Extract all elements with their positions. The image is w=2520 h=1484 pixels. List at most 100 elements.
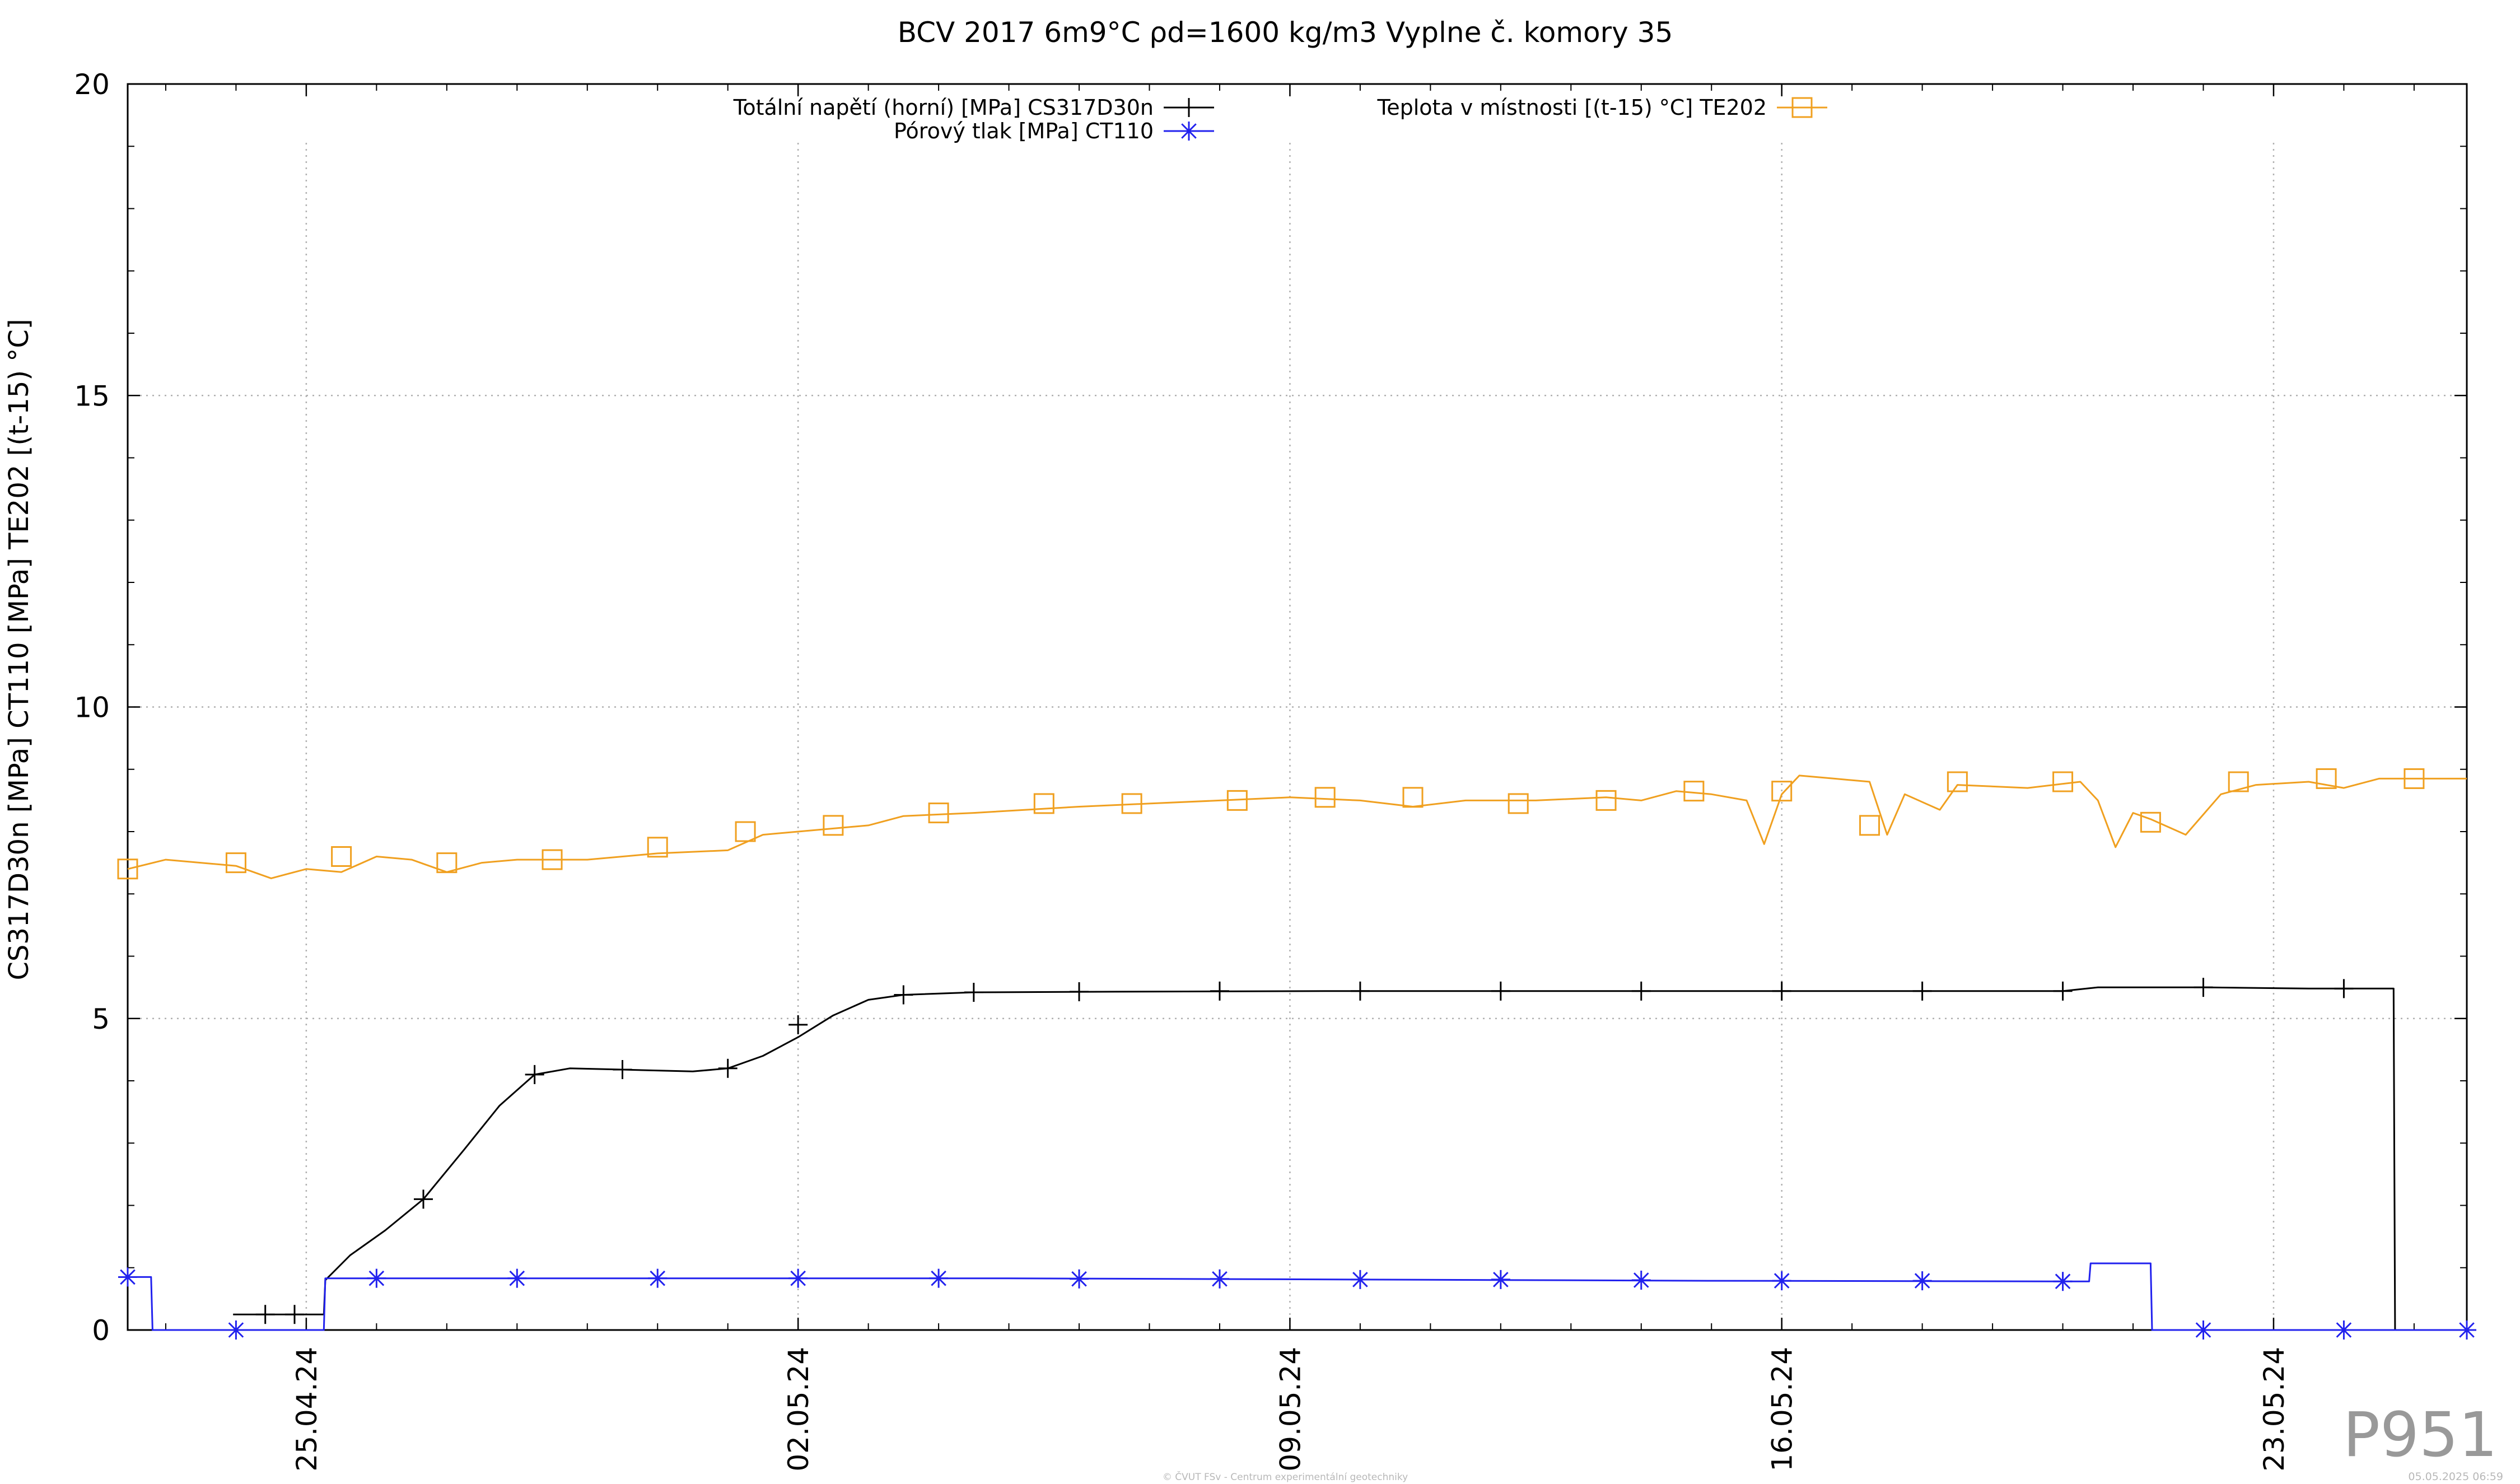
data-point	[1121, 793, 1142, 814]
legend-item: Totální napětí (horní) [MPa] CS317D30n	[733, 95, 1214, 120]
data-point	[525, 1065, 544, 1084]
data-point	[1772, 1271, 1791, 1291]
legend-label: Pórový tlak [MPa] CT110	[894, 119, 1154, 143]
marker-star-d2	[1071, 1271, 1087, 1287]
data-point	[1508, 793, 1529, 814]
series-2	[117, 768, 2467, 880]
series-layer	[117, 768, 2476, 1340]
data-point	[1772, 981, 1791, 1001]
data-point	[788, 1268, 808, 1288]
legend-swatch-marker	[1791, 97, 1813, 118]
data-point	[1912, 981, 1932, 1001]
marker-star-d2	[1181, 123, 1197, 139]
legend-label: Teplota v místnosti [(t-15) °C] TE202	[1376, 95, 1767, 120]
data-point	[1210, 981, 1229, 1001]
data-point	[507, 1268, 527, 1288]
data-point	[1947, 771, 1968, 792]
legend-item: Pórový tlak [MPa] CT110	[894, 119, 1214, 143]
data-point	[2053, 981, 2073, 1001]
series-1	[118, 1262, 2476, 1340]
data-point	[436, 852, 458, 874]
data-point	[735, 821, 756, 842]
marker-star-d2	[2459, 1322, 2475, 1338]
data-point	[1912, 1271, 1932, 1291]
grid	[128, 143, 2467, 1330]
data-point	[2404, 768, 2425, 789]
data-point	[1350, 981, 1370, 1001]
data-point	[542, 849, 563, 870]
y-tick-label: 20	[74, 68, 110, 101]
x-tick-label: 23.05.24	[2258, 1347, 2290, 1472]
data-point	[2194, 1320, 2213, 1340]
data-point	[225, 852, 246, 874]
data-point	[2053, 1272, 2073, 1291]
data-point	[1683, 781, 1705, 802]
x-tick-label: 25.04.24	[291, 1347, 323, 1472]
data-point	[1033, 793, 1054, 814]
series-line	[233, 986, 2467, 1331]
marker-star-d2	[1774, 1273, 1790, 1289]
x-tick-label: 02.05.24	[782, 1347, 815, 1472]
legend: Totální napětí (horní) [MPa] CS317D30nPó…	[733, 95, 1827, 143]
chart-title: BCV 2017 6m9°C ρd=1600 kg/m3 Vyplne č. k…	[898, 16, 1673, 49]
series-line	[128, 1262, 2467, 1331]
data-point	[613, 1060, 632, 1079]
marker-star-d2	[1633, 1272, 1649, 1288]
data-point	[414, 1189, 433, 1209]
marker-star-d2	[368, 1270, 385, 1286]
marker-star-d2	[1914, 1273, 1930, 1289]
marker-star-d2	[1212, 1271, 1228, 1287]
data-point	[1210, 1269, 1229, 1289]
marker-star-d2	[650, 1270, 666, 1286]
data-point	[648, 1268, 668, 1288]
data-point	[284, 1305, 304, 1324]
legend-swatch-marker	[1179, 98, 1198, 117]
data-point	[1314, 787, 1336, 808]
marker-star-d2	[790, 1270, 806, 1286]
marker-star-d2	[931, 1270, 946, 1286]
data-point	[331, 846, 352, 867]
data-point	[1070, 1269, 1089, 1289]
footer-date: 05.05.2025 06:59	[2408, 1471, 2503, 1483]
data-point	[823, 815, 844, 836]
data-point	[1350, 1270, 1370, 1289]
marker-star-d2	[2336, 1322, 2352, 1338]
data-point	[1631, 981, 1651, 1001]
plot-border	[127, 83, 2468, 1331]
data-point	[718, 1058, 738, 1078]
data-point	[1859, 815, 1880, 836]
data-point	[1491, 1270, 1510, 1289]
legend-swatch-marker	[1179, 122, 1198, 141]
data-point	[894, 985, 913, 1005]
data-point	[1595, 790, 1617, 811]
y-tick-label: 15	[74, 380, 110, 412]
data-point	[2052, 771, 2074, 792]
data-point	[117, 858, 138, 880]
series-line	[127, 774, 2467, 879]
data-point	[1402, 787, 1424, 808]
footer-credit: © ČVUT FSv - Centrum experimentální geot…	[1163, 1471, 1408, 1483]
data-point	[255, 1305, 275, 1324]
data-point	[964, 983, 983, 1002]
data-point	[2334, 1320, 2354, 1340]
marker-star-d2	[509, 1270, 525, 1286]
data-point	[647, 837, 668, 858]
marker-star-d2	[2195, 1322, 2211, 1338]
y-tick-label: 10	[74, 692, 110, 724]
data-point	[928, 802, 949, 824]
data-point	[1631, 1271, 1651, 1290]
marker-star-d2	[228, 1322, 244, 1338]
data-point	[367, 1268, 386, 1288]
data-point	[788, 1015, 808, 1034]
y-axis-label: CS317D30n [MPa] CT110 [MPa] TE202 [(t-15…	[3, 319, 35, 980]
data-point	[1226, 790, 1248, 811]
legend-item: Teplota v místnosti [(t-15) °C] TE202	[1376, 95, 1827, 120]
data-point	[1491, 981, 1510, 1001]
data-point	[226, 1320, 246, 1340]
series-0	[233, 978, 2467, 1331]
data-point	[929, 1268, 949, 1288]
data-point	[2316, 768, 2337, 789]
x-tick-label: 09.05.24	[1274, 1347, 1306, 1472]
